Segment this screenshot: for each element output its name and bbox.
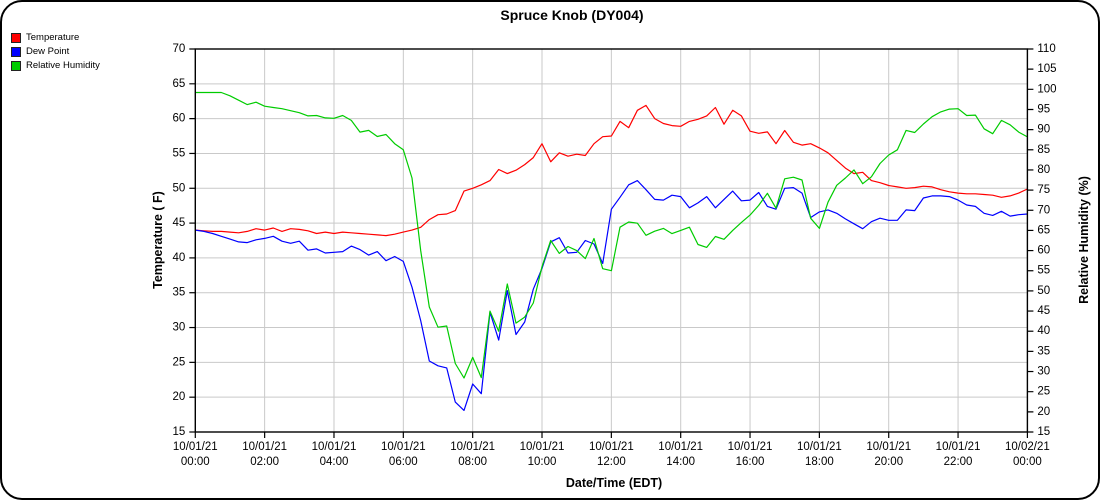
left-axis-tick-label: 65	[173, 78, 186, 90]
left-axis-tick-label: 25	[173, 356, 186, 368]
right-axis-tick-label: 100	[1037, 83, 1056, 95]
legend: Temperature Dew Point Relative Humidity	[11, 32, 100, 74]
relative-humidity-swatch-icon	[11, 60, 21, 71]
right-axis-tick-label: 20	[1037, 406, 1050, 418]
left-axis-tick-label: 20	[173, 391, 186, 403]
right-axis-tick-label: 40	[1037, 325, 1050, 337]
x-axis-tick-date: 10/01/21	[381, 441, 426, 453]
left-axis-tick-label: 35	[173, 287, 186, 299]
x-axis-tick-date: 10/01/21	[797, 441, 842, 453]
right-axis-tick-label: 85	[1037, 144, 1050, 156]
relative-humidity-line	[195, 91, 1028, 379]
right-axis-tick-label: 110	[1037, 43, 1055, 55]
legend-label: Dew Point	[26, 46, 70, 57]
right-axis-tick-label: 25	[1037, 386, 1050, 398]
x-axis-tick-date: 10/01/21	[312, 441, 357, 453]
left-axis-tick-label: 30	[173, 322, 186, 334]
x-axis-tick-date: 10/01/21	[589, 441, 634, 453]
left-axis-tick-label: 15	[173, 426, 186, 438]
x-axis-tick-time: 00:00	[181, 456, 210, 468]
x-axis-tick-date: 10/01/21	[728, 441, 773, 453]
legend-item-dew-point: Dew Point	[11, 46, 100, 57]
legend-label: Temperature	[26, 32, 80, 43]
x-axis-tick-time: 02:00	[250, 456, 279, 468]
legend-item-relative-humidity: Relative Humidity	[11, 60, 100, 71]
x-axis-tick-time: 18:00	[805, 456, 834, 468]
x-axis-tick-date: 10/02/21	[1005, 441, 1050, 453]
x-axis-tick-date: 10/01/21	[866, 441, 911, 453]
right-axis-tick-label: 45	[1037, 305, 1050, 317]
x-axis-tick-time: 12:00	[597, 456, 626, 468]
y-axis-title-left: Temperature ( F)	[151, 191, 165, 289]
right-axis-tick-label: 55	[1037, 265, 1050, 277]
x-axis-tick-time: 04:00	[320, 456, 349, 468]
x-axis-tick-time: 10:00	[528, 456, 557, 468]
left-axis-tick-label: 55	[173, 147, 186, 159]
temperature-line	[195, 104, 1028, 237]
x-axis-tick-date: 10/01/21	[450, 441, 495, 453]
x-axis-tick-time: 14:00	[666, 456, 695, 468]
right-axis-tick-label: 30	[1037, 366, 1050, 378]
x-axis-tick-date: 10/01/21	[173, 441, 218, 453]
left-axis-tick-label: 40	[173, 252, 186, 264]
x-axis-tick-time: 08:00	[458, 456, 487, 468]
dew-point-swatch-icon	[11, 46, 21, 57]
right-axis-tick-label: 105	[1037, 63, 1056, 75]
right-axis-tick-label: 95	[1037, 103, 1050, 115]
right-axis-tick-label: 60	[1037, 245, 1050, 257]
right-axis-tick-label: 75	[1037, 184, 1050, 196]
x-axis-title: Date/Time (EDT)	[565, 476, 663, 490]
right-axis-tick-label: 80	[1037, 164, 1050, 176]
left-axis-tick-label: 50	[173, 182, 186, 194]
right-axis-tick-label: 70	[1037, 204, 1050, 216]
left-axis-tick-label: 60	[173, 113, 186, 125]
x-axis-tick-time: 22:00	[944, 456, 973, 468]
x-axis-tick-date: 10/01/21	[520, 441, 565, 453]
y-axis-title-right: Relative Humidity (%)	[1077, 176, 1091, 304]
right-axis-tick-label: 90	[1037, 124, 1050, 136]
x-axis-tick-date: 10/01/21	[658, 441, 703, 453]
left-axis-tick-label: 45	[173, 217, 186, 229]
legend-item-temperature: Temperature	[11, 32, 100, 43]
dew-point-line	[195, 180, 1028, 411]
x-axis-tick-time: 20:00	[874, 456, 903, 468]
x-axis-tick-date: 10/01/21	[936, 441, 981, 453]
temperature-swatch-icon	[11, 32, 21, 43]
x-axis-tick-time: 06:00	[389, 456, 418, 468]
right-axis-tick-label: 35	[1037, 345, 1050, 357]
x-axis-tick-time: 00:00	[1013, 456, 1042, 468]
page-title: Spruce Knob (DY004)	[500, 7, 644, 23]
right-axis-tick-label: 65	[1037, 224, 1050, 236]
legend-label: Relative Humidity	[26, 60, 100, 71]
x-axis-tick-date: 10/01/21	[242, 441, 287, 453]
left-axis-tick-label: 70	[173, 43, 186, 55]
right-axis-tick-label: 15	[1037, 426, 1050, 438]
x-axis-tick-time: 16:00	[736, 456, 765, 468]
right-axis-tick-label: 50	[1037, 285, 1050, 297]
